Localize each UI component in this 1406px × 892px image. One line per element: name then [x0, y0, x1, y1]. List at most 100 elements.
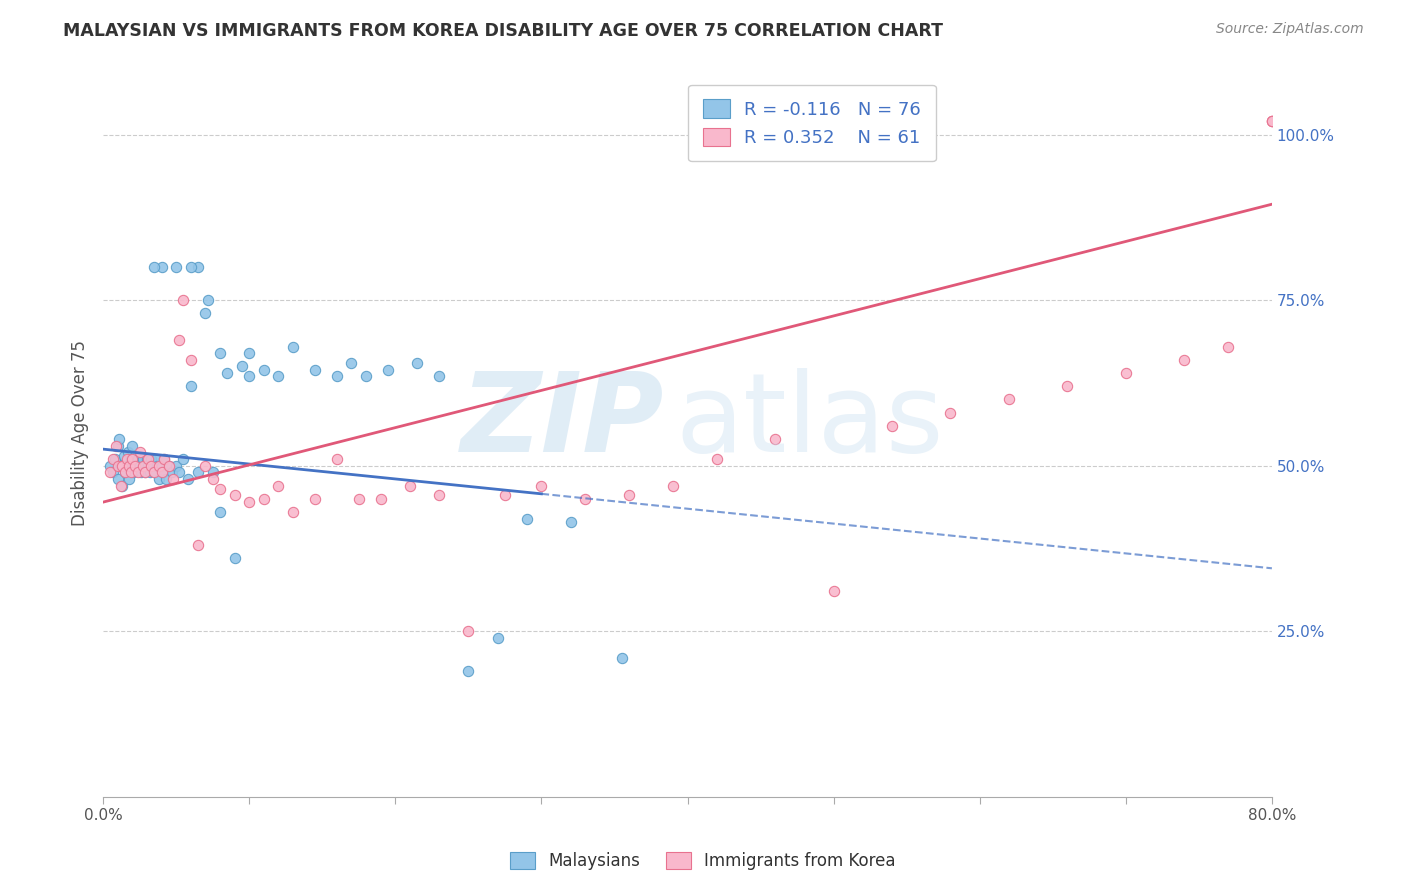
Point [281, 340, 304, 354]
Point [111, 478, 134, 492]
Point [127, 452, 149, 467]
Point [157, 458, 180, 473]
Point [224, 551, 246, 566]
Legend: Malaysians, Immigrants from Korea: Malaysians, Immigrants from Korea [503, 845, 903, 877]
Point [208, 482, 231, 496]
Point [162, 472, 184, 486]
Point [131, 458, 153, 473]
Point [148, 458, 170, 473]
Point [120, 466, 142, 480]
Point [115, 452, 138, 467]
Point [253, 491, 276, 506]
Point [115, 458, 138, 473]
Point [148, 472, 170, 486]
Point [127, 466, 149, 480]
Point [187, 260, 209, 274]
Point [560, 515, 582, 529]
Point [110, 458, 132, 473]
Point [120, 452, 142, 467]
Point [530, 478, 553, 492]
Point [377, 362, 399, 376]
Point [180, 352, 202, 367]
Point [138, 458, 160, 473]
Point [121, 439, 143, 453]
Point [108, 432, 131, 446]
Point [267, 478, 290, 492]
Point [152, 466, 174, 480]
Point [103, 466, 125, 480]
Point [104, 452, 127, 467]
Point [150, 466, 173, 480]
Point [267, 369, 290, 384]
Point [128, 458, 150, 473]
Point [231, 359, 253, 374]
Point [138, 452, 160, 467]
Point [1115, 366, 1137, 380]
Point [160, 466, 183, 480]
Point [153, 452, 176, 467]
Point [370, 491, 392, 506]
Point [194, 306, 217, 320]
Point [399, 478, 422, 492]
Point [427, 488, 450, 502]
Point [1261, 114, 1284, 128]
Point [238, 369, 260, 384]
Point [304, 491, 326, 506]
Point [105, 439, 128, 453]
Point [157, 458, 180, 473]
Point [486, 631, 509, 645]
Text: atlas: atlas [676, 368, 945, 475]
Legend: R = -0.116   N = 76, R = 0.352    N = 61: R = -0.116 N = 76, R = 0.352 N = 61 [689, 85, 935, 161]
Point [142, 458, 165, 473]
Point [132, 458, 155, 473]
Point [1216, 340, 1239, 354]
Point [208, 346, 231, 360]
Point [100, 458, 122, 473]
Point [610, 650, 633, 665]
Point [150, 260, 173, 274]
Point [823, 584, 845, 599]
Point [939, 406, 962, 420]
Text: MALAYSIAN VS IMMIGRANTS FROM KOREA DISABILITY AGE OVER 75 CORRELATION CHART: MALAYSIAN VS IMMIGRANTS FROM KOREA DISAB… [63, 22, 943, 40]
Point [662, 478, 685, 492]
Point [281, 505, 304, 519]
Point [197, 293, 219, 308]
Point [107, 472, 129, 486]
Point [340, 356, 363, 370]
Point [141, 458, 163, 473]
Point [107, 439, 129, 453]
Y-axis label: Disability Age Over 75: Disability Age Over 75 [72, 340, 89, 525]
Point [763, 432, 786, 446]
Point [124, 449, 146, 463]
Point [224, 488, 246, 502]
Point [122, 466, 145, 480]
Point [150, 458, 173, 473]
Point [326, 369, 349, 384]
Point [1173, 352, 1195, 367]
Point [110, 478, 132, 492]
Text: Source: ZipAtlas.com: Source: ZipAtlas.com [1216, 22, 1364, 37]
Point [617, 488, 640, 502]
Point [155, 472, 177, 486]
Point [118, 472, 141, 486]
Point [187, 466, 209, 480]
Point [180, 260, 202, 274]
Point [117, 445, 139, 459]
Point [165, 458, 187, 473]
Point [208, 505, 231, 519]
Point [180, 379, 202, 393]
Point [143, 466, 166, 480]
Point [172, 452, 194, 467]
Point [136, 452, 159, 467]
Point [326, 452, 349, 467]
Point [100, 466, 122, 480]
Point [406, 356, 429, 370]
Point [1261, 114, 1284, 128]
Point [177, 472, 200, 486]
Point [146, 458, 169, 473]
Point [201, 472, 224, 486]
Point [457, 624, 479, 639]
Point [131, 452, 153, 467]
Point [167, 333, 190, 347]
Point [880, 419, 903, 434]
